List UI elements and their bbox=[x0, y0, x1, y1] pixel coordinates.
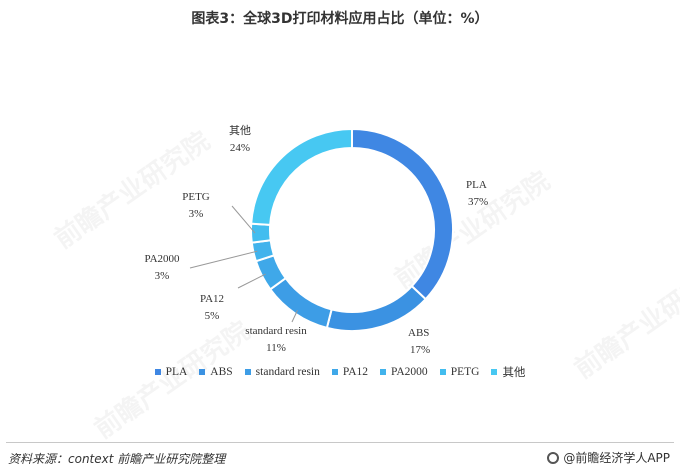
slice-category-label: PA2000 bbox=[144, 253, 180, 265]
slice-其他 bbox=[250, 127, 353, 226]
legend-item: ABS bbox=[199, 364, 233, 380]
slice-value-label: 5% bbox=[205, 310, 220, 322]
legend-swatch bbox=[380, 369, 387, 375]
legend-item: 其他 bbox=[491, 364, 525, 380]
legend-label: PA12 bbox=[342, 366, 369, 378]
slice-value-label: 24% bbox=[230, 142, 250, 154]
brand-text: @前瞻经济学人APP bbox=[563, 451, 670, 465]
slice-standard-resin bbox=[268, 276, 333, 330]
legend-label: PLA bbox=[165, 366, 188, 378]
slice-category-label: PA12 bbox=[200, 293, 224, 305]
legend-label: standard resin bbox=[255, 366, 320, 378]
legend-swatch bbox=[199, 369, 206, 375]
legend-item: PETG bbox=[439, 364, 480, 380]
legend-item: PA12 bbox=[331, 364, 369, 380]
slice-category-label: standard resin bbox=[245, 325, 307, 337]
leader-line bbox=[189, 250, 258, 269]
brand-credit: @前瞻经济学人APP bbox=[547, 449, 670, 466]
slice-category-label: PETG bbox=[182, 191, 210, 203]
legend-label: PETG bbox=[450, 366, 480, 378]
leader-line bbox=[237, 273, 266, 289]
brand-logo-icon bbox=[547, 451, 560, 464]
legend-swatch bbox=[244, 369, 251, 375]
donut-chart: PLA 37% ABS 17% standard resin 11% PA12 5% PA200… bbox=[144, 124, 488, 356]
legend-label: 其他 bbox=[502, 367, 526, 379]
footer-divider bbox=[6, 442, 674, 443]
legend-swatch bbox=[154, 369, 161, 375]
slice-abs bbox=[325, 284, 428, 332]
slice-category-label: PLA bbox=[466, 179, 487, 191]
leader-line bbox=[291, 310, 298, 323]
slice-value-label: 37% bbox=[468, 196, 488, 208]
slice-pla bbox=[351, 127, 454, 301]
slice-value-label: 17% bbox=[410, 344, 430, 356]
leader-line bbox=[231, 205, 256, 234]
legend-label: ABS bbox=[210, 366, 233, 378]
slice-value-label: 11% bbox=[266, 342, 286, 354]
chart-title: 图表3：全球3D打印材料应用占比（单位：%） bbox=[191, 11, 489, 27]
slice-petg bbox=[250, 222, 272, 244]
slice-category-label: 其他 bbox=[229, 124, 251, 137]
legend-item: standard resin bbox=[244, 364, 320, 380]
legend-item: PA2000 bbox=[380, 364, 428, 380]
chart-legend: PLA ABS standard resin PA12 PA2000 PETG 其他 bbox=[0, 364, 680, 380]
slice-value-label: 3% bbox=[155, 270, 170, 282]
legend-swatch bbox=[491, 369, 498, 375]
legend-label: PA2000 bbox=[391, 366, 428, 378]
legend-item: PLA bbox=[154, 364, 188, 380]
legend-swatch bbox=[331, 369, 338, 375]
legend-swatch bbox=[439, 369, 446, 375]
slice-category-label: ABS bbox=[408, 327, 429, 339]
slice-value-label: 3% bbox=[189, 208, 204, 220]
source-note: 资料来源：context 前瞻产业研究院整理 bbox=[8, 452, 226, 466]
